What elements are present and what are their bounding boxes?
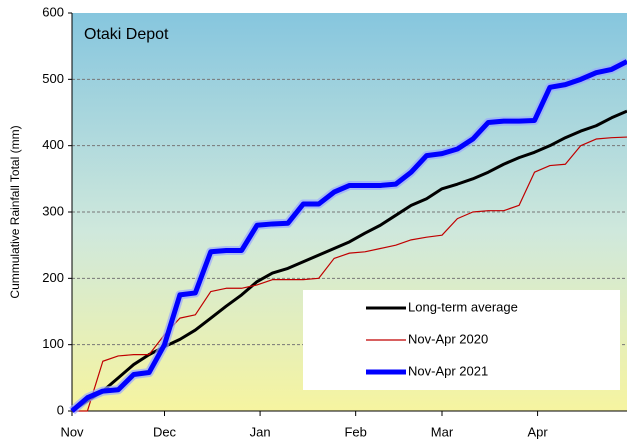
legend	[303, 290, 620, 390]
legend-label: Nov-Apr 2021	[408, 363, 488, 378]
y-tick-label: 100	[42, 336, 64, 351]
legend-label: Nov-Apr 2020	[408, 331, 488, 346]
y-tick-label: 500	[42, 71, 64, 86]
legend-label: Long-term average	[408, 299, 518, 314]
y-tick-label: 600	[42, 4, 64, 19]
x-tick-label: Nov	[60, 424, 84, 439]
y-tick-label: 400	[42, 137, 64, 152]
y-tick-label: 200	[42, 270, 64, 285]
y-tick-label: 300	[42, 203, 64, 218]
x-tick-label: Apr	[527, 424, 548, 439]
y-tick-label: 0	[57, 402, 64, 417]
series-line	[70, 59, 627, 413]
x-tick-label: Dec	[153, 424, 177, 439]
x-tick-label: Jan	[250, 424, 271, 439]
chart-title: Otaki Depot	[84, 26, 169, 43]
x-tick-label: Feb	[344, 424, 366, 439]
x-tick-label: Mar	[431, 424, 454, 439]
y-axis-label: Cummulative Rainfall Total (mm)	[8, 125, 22, 298]
